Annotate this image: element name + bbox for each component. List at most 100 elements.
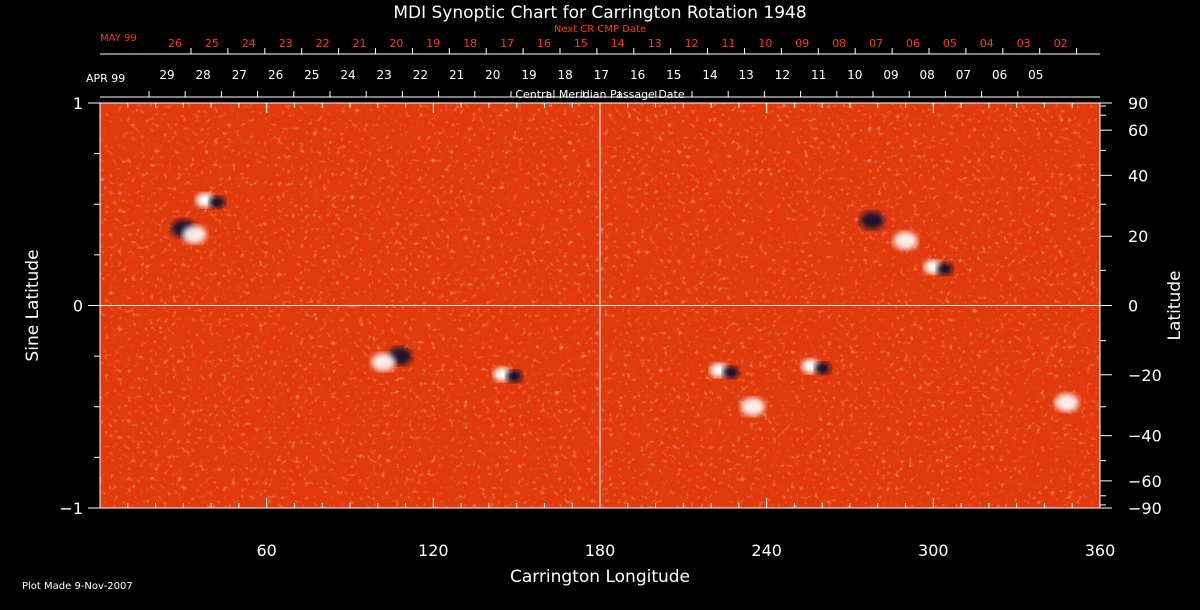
region-negative-core	[936, 263, 953, 276]
lat-tick-label: −60	[1128, 472, 1162, 491]
next-date-label: 24	[242, 37, 256, 50]
region-core	[371, 353, 396, 372]
next-date-label: 26	[168, 37, 182, 50]
cmp-date-label: 27	[232, 68, 247, 82]
x-tick-label: 300	[918, 541, 949, 560]
y-axis-label-left: Sine Latitude	[23, 249, 43, 361]
next-date-label: 20	[389, 37, 403, 50]
lat-tick-label: 20	[1128, 227, 1148, 246]
next-month-label: MAY 99	[100, 33, 137, 44]
next-date-label: 03	[1017, 37, 1031, 50]
y-axis-label-right: Latitude	[1165, 271, 1185, 341]
next-date-label: 25	[205, 37, 219, 50]
cmp-date-label: 08	[920, 68, 935, 82]
cmp-date-label: 18	[558, 68, 573, 82]
next-date-label: 06	[906, 37, 920, 50]
cmp-date-label: 09	[883, 68, 898, 82]
cmp-date-label: 16	[630, 68, 645, 82]
cmp-date-label: 19	[521, 68, 536, 82]
cmp-axis-title: Central Meridian Passage Date	[515, 88, 684, 101]
magnetic-region	[923, 260, 953, 276]
cmp-date-label: 21	[449, 68, 464, 82]
next-axis-title: Next CR CMP Date	[554, 24, 646, 35]
magnetic-region	[801, 359, 831, 375]
x-tick-label: 120	[418, 541, 449, 560]
next-date-label: 07	[869, 37, 883, 50]
next-date-label: 21	[353, 37, 367, 50]
magnetic-region	[1054, 393, 1079, 412]
next-date-label: 12	[685, 37, 699, 50]
x-tick-label: 360	[1085, 541, 1116, 560]
cmp-date-label: 28	[196, 68, 211, 82]
magnetic-region	[196, 193, 226, 209]
region-core	[860, 211, 885, 230]
magnetic-region	[371, 353, 396, 372]
next-date-label: 23	[279, 37, 293, 50]
next-date-label: 09	[795, 37, 809, 50]
magnetic-region	[493, 367, 523, 383]
next-date-label: 02	[1054, 37, 1068, 50]
next-date-label: 10	[758, 37, 772, 50]
next-date-label: 04	[980, 37, 994, 50]
next-date-label: 16	[537, 37, 551, 50]
x-tick-label: 240	[751, 541, 782, 560]
next-date-label: 08	[832, 37, 846, 50]
region-negative-core	[209, 196, 226, 209]
magnetic-region	[893, 231, 918, 250]
cmp-date-label: 23	[377, 68, 392, 82]
region-negative-core	[723, 366, 739, 379]
next-date-label: 17	[500, 37, 514, 50]
cmp-date-label: 13	[739, 68, 754, 82]
lat-tick-label: 0	[1128, 297, 1138, 316]
region-core	[893, 231, 918, 250]
cmp-date-label: 06	[992, 68, 1007, 82]
cmp-date-label: 14	[702, 68, 717, 82]
cmp-date-label: 07	[956, 68, 971, 82]
cmp-date-label: 05	[1028, 68, 1043, 82]
chart-title: MDI Synoptic Chart for Carrington Rotati…	[393, 3, 806, 23]
cmp-date-label: 15	[666, 68, 681, 82]
next-date-label: 13	[648, 37, 662, 50]
magnetic-region	[860, 211, 885, 230]
cmp-date-label: 20	[485, 68, 500, 82]
cmp-month-label: APR 99	[86, 72, 125, 85]
region-core	[182, 225, 207, 244]
next-date-label: 22	[316, 37, 330, 50]
cmp-date-label: 26	[268, 68, 283, 82]
lat-tick-label: −90	[1128, 499, 1162, 518]
next-date-label: 15	[574, 37, 588, 50]
y-tick-label-left: 0	[73, 297, 83, 316]
footer-plot-made: Plot Made 9-Nov-2007	[22, 581, 133, 592]
cmp-date-label: 11	[811, 68, 826, 82]
next-date-label: 11	[722, 37, 736, 50]
region-negative-core	[506, 370, 523, 383]
magnetic-region	[740, 397, 765, 416]
y-tick-label-left: −1	[59, 499, 83, 518]
cmp-date-label: 10	[847, 68, 862, 82]
lat-tick-label: −40	[1128, 427, 1162, 446]
cmp-date-label: 25	[304, 68, 319, 82]
x-axis-label: Carrington Longitude	[510, 567, 690, 587]
cmp-date-label: 29	[159, 68, 174, 82]
next-date-label: 14	[611, 37, 625, 50]
cmp-date-label: 24	[340, 68, 355, 82]
cmp-date-label: 12	[775, 68, 790, 82]
next-date-label: 19	[426, 37, 440, 50]
magnetic-region	[710, 363, 739, 379]
magnetic-region	[182, 225, 207, 244]
next-date-label: 05	[943, 37, 957, 50]
lat-tick-label: 90	[1128, 94, 1148, 113]
region-core	[740, 397, 765, 416]
lat-tick-label: −20	[1128, 366, 1162, 385]
y-tick-label-left: 1	[73, 94, 83, 113]
region-core	[1054, 393, 1079, 412]
cmp-date-label: 17	[594, 68, 609, 82]
lat-tick-label: 40	[1128, 166, 1148, 185]
x-tick-label: 180	[585, 541, 616, 560]
lat-tick-label: 60	[1128, 121, 1148, 140]
region-negative-core	[814, 362, 831, 375]
cmp-date-label: 22	[413, 68, 428, 82]
x-tick-label: 60	[256, 541, 276, 560]
next-date-label: 18	[463, 37, 477, 50]
